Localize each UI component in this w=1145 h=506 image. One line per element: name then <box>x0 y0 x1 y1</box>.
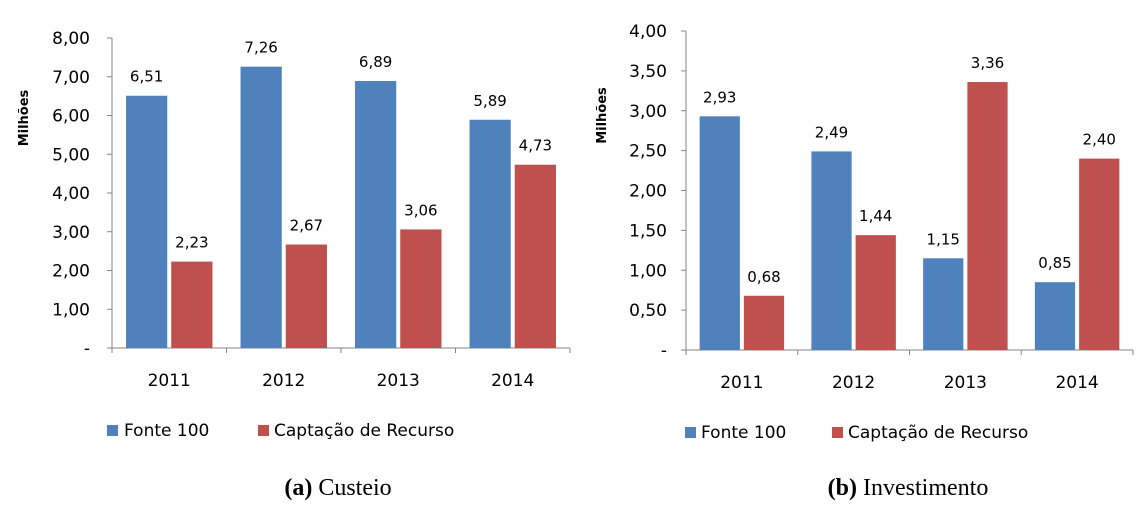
data-label: 5,89 <box>473 92 506 110</box>
data-label: 4,73 <box>519 137 552 155</box>
legend-label-fonte-100: Fonte 100 <box>701 423 786 443</box>
x-tick-label: 2013 <box>944 373 987 393</box>
data-label: 2,49 <box>815 123 848 141</box>
chart-b: Milhões - 0,50 1,00 1,50 2,00 2,50 3,00 3,50 4,00… <box>595 22 1134 501</box>
y-tick-label: 7,00 <box>52 68 90 88</box>
data-label: 2,23 <box>175 234 208 252</box>
y-tick-label: 4,00 <box>52 184 90 204</box>
y-tick-label: 2,50 <box>629 142 667 162</box>
y-tick-label: 5,00 <box>52 145 90 165</box>
y-tick-label: 4,00 <box>629 22 667 42</box>
caption-text: Investimento <box>863 475 988 501</box>
data-label: 1,15 <box>927 230 960 248</box>
y-tick-label: 2,00 <box>629 182 667 202</box>
y-axis-title: Milhões <box>595 87 610 144</box>
bar-fonte-100 <box>811 151 852 350</box>
figure-caption: (b) Investimento <box>828 475 989 501</box>
data-label: 0,68 <box>747 268 780 286</box>
legend-swatch-fonte-100 <box>107 425 118 436</box>
y-tick-label: 3,50 <box>629 62 667 82</box>
data-label: 2,40 <box>1083 131 1116 149</box>
y-tick-label: 3,00 <box>52 223 90 243</box>
data-label: 6,89 <box>359 53 392 71</box>
bar-fonte-100 <box>126 95 168 348</box>
y-tick-label: 8,00 <box>52 29 90 49</box>
x-tick-label: 2012 <box>262 371 305 391</box>
bar-captacao-de-recurso <box>1079 158 1120 350</box>
y-tick-label: 2,00 <box>52 262 90 282</box>
bar-fonte-100 <box>923 258 964 350</box>
bar-captacao-de-recurso <box>400 229 442 348</box>
bar-fonte-100 <box>355 81 397 348</box>
data-label: 2,67 <box>290 217 323 235</box>
y-axis-title: Milhões <box>17 89 32 146</box>
bar-fonte-100 <box>469 119 511 348</box>
y-tick-label: 1,00 <box>52 300 90 320</box>
x-tick-label: 2011 <box>720 373 763 393</box>
caption-letter: (b) <box>828 475 863 501</box>
caption-text: Custeio <box>318 475 391 501</box>
caption-letter: (a) <box>284 475 318 501</box>
y-tick-label: 1,00 <box>629 261 667 281</box>
x-tick-label: 2013 <box>377 371 420 391</box>
data-label: 3,06 <box>404 201 437 219</box>
y-tick-label: 1,50 <box>629 221 667 241</box>
x-tick-label: 2011 <box>148 371 191 391</box>
bar-captacao-de-recurso <box>967 82 1008 350</box>
y-tick-label: - <box>661 341 667 361</box>
x-tick-label: 2014 <box>1055 373 1098 393</box>
bar-fonte-100 <box>1034 282 1076 350</box>
data-label: 6,51 <box>130 68 163 86</box>
legend-swatch-captacao-de-recurso <box>832 427 843 438</box>
y-tick-label: - <box>84 339 90 359</box>
y-tick-label: 6,00 <box>52 107 90 127</box>
legend-label-captacao-de-recurso: Captação de Recurso <box>848 423 1028 443</box>
data-label: 2,93 <box>703 88 736 106</box>
data-label: 3,36 <box>971 54 1004 72</box>
x-tick-label: 2012 <box>832 373 875 393</box>
legend-label-captacao-de-recurso: Captação de Recurso <box>274 421 454 441</box>
chart-a: Milhões - 1,00 2,00 3,00 4,00 5,00 6,00 7,00 8,00… <box>17 29 571 501</box>
x-tick-label: 2014 <box>491 371 534 391</box>
legend-swatch-captacao-de-recurso <box>258 425 269 436</box>
bar-captacao-de-recurso <box>171 261 213 348</box>
y-tick-label: 0,50 <box>629 301 667 321</box>
bar-captacao-de-recurso <box>285 244 327 348</box>
data-label: 1,44 <box>859 207 892 225</box>
data-label: 7,26 <box>244 39 277 57</box>
bar-captacao-de-recurso <box>743 295 785 350</box>
legend-swatch-fonte-100 <box>685 427 696 438</box>
y-tick-label: 3,00 <box>629 102 667 122</box>
bar-captacao-de-recurso <box>855 235 896 350</box>
legend-label-fonte-100: Fonte 100 <box>124 421 209 441</box>
bar-fonte-100 <box>240 66 282 349</box>
bar-fonte-100 <box>699 116 740 351</box>
bar-captacao-de-recurso <box>514 164 556 348</box>
figure-caption: (a) Custeio <box>284 475 391 501</box>
data-label: 0,85 <box>1038 254 1071 272</box>
